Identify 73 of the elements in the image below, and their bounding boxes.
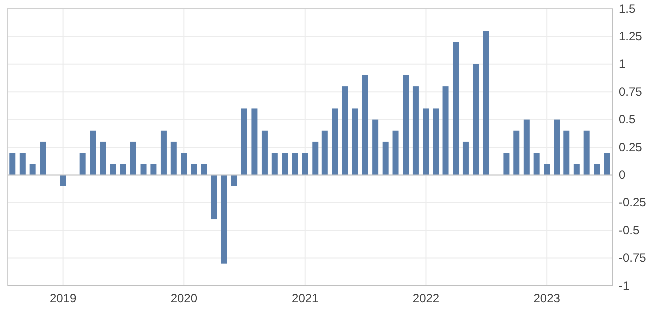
x-tick-label: 2021: [292, 292, 320, 306]
bar: [514, 130, 520, 176]
bar: [382, 142, 389, 176]
bar: [322, 130, 328, 176]
x-tick-label: 2019: [50, 292, 77, 306]
bar: [241, 108, 248, 176]
bar: [10, 153, 16, 176]
bar: [453, 42, 460, 176]
bar: [483, 31, 490, 176]
bar: [170, 142, 177, 176]
bar: [80, 153, 86, 176]
bar: [534, 153, 540, 176]
bar: [392, 130, 399, 176]
bar: [442, 86, 449, 176]
bar: [302, 153, 308, 176]
bar: [30, 164, 36, 176]
x-tick-label: 2020: [170, 292, 198, 306]
bar: [362, 75, 368, 176]
bar: [462, 142, 469, 176]
bar: [554, 120, 560, 176]
y-tick-label: 1.25: [619, 30, 643, 44]
bar: [120, 164, 126, 176]
bar: [524, 120, 530, 176]
bar: [160, 130, 167, 176]
bar: [574, 164, 580, 176]
bar: [504, 153, 510, 176]
y-tick-label: -0.5: [619, 223, 640, 238]
y-tick-label: 1.5: [619, 2, 636, 16]
bar: [201, 164, 208, 176]
bar: [292, 153, 298, 176]
y-tick-label: -0.25: [619, 196, 647, 210]
y-tick-label: 1: [619, 57, 626, 72]
bar: [60, 175, 66, 186]
x-tick-label: 2022: [412, 292, 440, 306]
bar: [332, 108, 338, 176]
bar: [342, 86, 348, 176]
bar: [352, 108, 358, 176]
bar: [272, 153, 278, 176]
bar: [140, 164, 147, 176]
bar: [252, 108, 258, 176]
y-tick-label: 0.25: [619, 140, 643, 154]
bar: [262, 130, 268, 176]
bar: [150, 164, 157, 176]
bar: [110, 164, 116, 176]
bar: [90, 130, 96, 176]
bar: [232, 175, 238, 186]
bar: [181, 153, 188, 176]
bar: [473, 64, 480, 176]
y-tick-label: -0.75: [619, 251, 647, 266]
bar: [282, 153, 288, 176]
bar: [100, 142, 106, 176]
bar: [221, 175, 228, 264]
bar: [211, 175, 218, 220]
bar: [372, 120, 379, 176]
y-tick-label: 0.5: [619, 112, 636, 127]
bar: [594, 164, 600, 176]
y-tick-label: -1: [619, 278, 630, 293]
y-tick-label: 0: [619, 168, 626, 182]
bar: [130, 142, 137, 176]
bar: [191, 164, 198, 176]
bar: [20, 153, 26, 176]
bar: [544, 164, 550, 176]
bar: [423, 108, 430, 176]
bar: [564, 130, 570, 176]
bar: [312, 142, 319, 176]
bar: [40, 142, 46, 176]
bar: [412, 86, 419, 176]
bar: [604, 153, 610, 176]
y-tick-label: 0.75: [619, 84, 643, 99]
bar: [584, 130, 590, 176]
bar: [403, 75, 410, 176]
x-tick-label: 2023: [534, 292, 561, 306]
bar: [434, 108, 440, 176]
